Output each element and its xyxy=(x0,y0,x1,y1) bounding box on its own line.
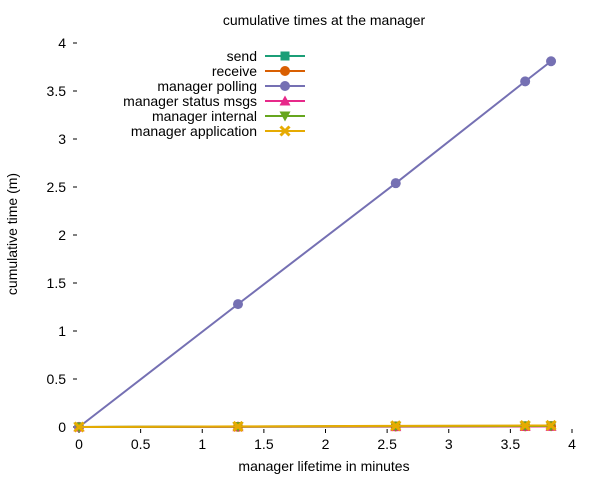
legend-entry: manager internal xyxy=(152,108,305,124)
legend-label: manager application xyxy=(131,123,257,139)
series-manager-application xyxy=(73,419,557,433)
x-tick-label: 2.5 xyxy=(377,436,397,452)
legend-entry: manager application xyxy=(131,123,305,139)
series-marker xyxy=(520,76,531,87)
series-marker xyxy=(280,66,290,76)
series-marker xyxy=(390,178,401,189)
y-tick-label: 2 xyxy=(58,227,66,243)
series-marker xyxy=(390,420,402,432)
series-marker xyxy=(280,51,290,61)
y-axis-title: cumulative time (m) xyxy=(4,173,20,295)
plot-area xyxy=(73,56,557,433)
x-tick-label: 0.5 xyxy=(131,436,151,452)
legend-label: send xyxy=(227,48,257,64)
y-tick-label: 1.5 xyxy=(47,275,67,291)
legend-entry: receive xyxy=(212,63,305,79)
y-tick-label: 4 xyxy=(58,35,66,51)
series-marker xyxy=(280,81,290,91)
series-marker xyxy=(279,95,291,106)
legend-label: manager internal xyxy=(152,108,257,124)
x-tick-label: 1.5 xyxy=(254,436,274,452)
y-tick-label: 2.5 xyxy=(47,179,67,195)
y-tick-label: 0.5 xyxy=(47,371,67,387)
series-marker xyxy=(279,125,291,137)
series-marker xyxy=(279,111,291,122)
axes: 0 0.5 1 1.5 2 2.5 3 3.5 4 0 0.5 1 1.5 2 2.5 3 3.5 4 xyxy=(47,35,577,452)
legend-entry: send xyxy=(227,48,305,64)
series-marker xyxy=(546,56,557,67)
x-tick-label: 1 xyxy=(198,436,206,452)
chart-title: cumulative times at the manager xyxy=(223,12,426,28)
series-marker xyxy=(73,421,85,433)
y-tick-label: 1 xyxy=(58,323,66,339)
legend-label: receive xyxy=(212,63,257,79)
legend-label: manager polling xyxy=(157,78,257,94)
y-tick-label: 0 xyxy=(58,419,66,435)
legend-label: manager status msgs xyxy=(123,93,257,109)
y-tick-label: 3 xyxy=(58,131,66,147)
series-marker xyxy=(545,419,557,432)
x-tick-label: 3.5 xyxy=(501,436,521,452)
x-tick-label: 3 xyxy=(445,436,453,452)
series-marker xyxy=(232,299,243,310)
x-tick-label: 0 xyxy=(75,436,83,452)
legend-entry: manager status msgs xyxy=(123,93,305,109)
x-tick-label: 4 xyxy=(568,436,576,452)
series-marker xyxy=(232,420,244,432)
x-axis-title: manager lifetime in minutes xyxy=(238,458,409,474)
legend-entry: manager polling xyxy=(157,78,305,94)
x-tick-label: 2 xyxy=(322,436,330,452)
y-tick-label: 3.5 xyxy=(47,83,67,99)
series-marker xyxy=(519,419,531,432)
